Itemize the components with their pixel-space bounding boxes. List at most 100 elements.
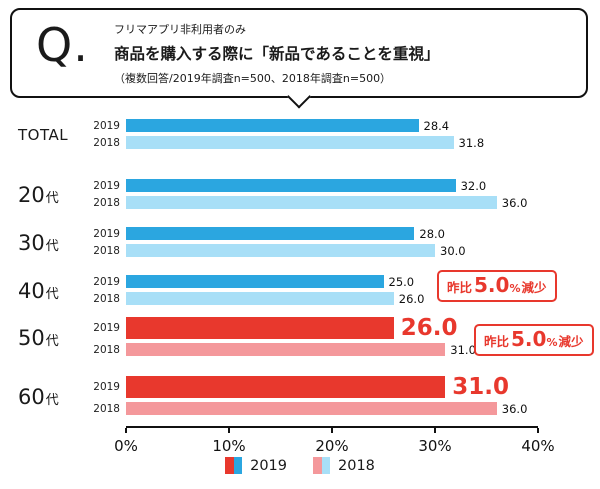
bar-2019-40代	[126, 275, 384, 288]
tick-mark	[125, 428, 127, 433]
bar-track: 36.0	[126, 401, 584, 416]
year-label: 2019	[93, 275, 120, 288]
value-label: 28.0	[419, 226, 445, 241]
bar-2019-60代	[126, 376, 446, 398]
tick-label: 0%	[114, 437, 138, 455]
bar-track: 26.0	[126, 291, 584, 306]
bar-2019-30代	[126, 227, 415, 240]
tick-mark	[537, 428, 539, 433]
bar-2018-40代	[126, 292, 394, 305]
bar-row: 2018 36.0	[90, 195, 584, 210]
annotation-badge-60s: 昨比 5.0 % 減少	[474, 324, 594, 356]
bar-2018-50代	[126, 343, 446, 356]
value-label: 30.0	[440, 243, 466, 258]
badge-suffix: 減少	[521, 280, 547, 295]
bar-row: 2019 28.4	[90, 118, 584, 133]
legend: 2019 2018	[0, 457, 600, 474]
bar-track: 26.0	[126, 315, 584, 341]
year-label: 2018	[93, 244, 120, 257]
category-label: 60代	[18, 384, 59, 409]
badge-value: 5.0	[474, 273, 510, 297]
chart-group-40代: 40代 2019 25.0 2018 26.0	[18, 274, 584, 308]
category-label: 50代	[18, 325, 59, 350]
bar-track: 25.0	[126, 274, 584, 289]
category-label: 30代	[18, 231, 59, 255]
legend-label: 2018	[338, 457, 375, 474]
question-note: （複数回答/2019年調査n=500、2018年調査n=500）	[114, 72, 392, 85]
bar-row: 2018 31.8	[90, 135, 584, 150]
bar-row: 2019 32.0	[90, 178, 584, 193]
badge-prefix: 昨比	[484, 334, 510, 349]
bar-2019-50代	[126, 317, 394, 339]
question-title: 商品を購入する際に「新品であることを重視」	[114, 45, 440, 63]
legend-item-2018: 2018	[313, 457, 375, 474]
bar-row: 2019 31.0	[90, 374, 584, 400]
bar-row: 2018 26.0	[90, 291, 584, 306]
bar-row: 2018 31.0	[90, 342, 584, 357]
bar-chart: TOTAL 2019 28.4 2018 31.8 20代 2019 32.0 2018 36.0…	[18, 118, 584, 460]
bar-row: 2019 25.0	[90, 274, 584, 289]
legend-item-2019: 2019	[225, 457, 287, 474]
bar-track: 28.4	[126, 118, 584, 133]
year-label: 2018	[93, 136, 120, 149]
year-label: 2018	[93, 292, 120, 305]
chart-group-50代: 50代 2019 26.0 2018 31.0	[18, 315, 584, 359]
q-logo: Q.	[36, 18, 89, 72]
chart-group-30代: 30代 2019 28.0 2018 30.0	[18, 226, 584, 260]
value-label: 25.0	[388, 274, 415, 289]
bar-track: 31.0	[126, 342, 584, 357]
tick-label: 30%	[418, 437, 452, 455]
chart-group-60代: 60代 2019 31.0 2018 36.0	[18, 374, 584, 418]
badge-unit: %	[509, 282, 521, 295]
bar-row: 2019 26.0	[90, 315, 584, 341]
value-label: 26.0	[400, 315, 458, 341]
value-label: 31.0	[450, 342, 476, 357]
value-label: 31.0	[452, 374, 510, 400]
bar-track: 32.0	[126, 178, 584, 193]
year-label: 2019	[93, 119, 120, 132]
tick-label: 20%	[315, 437, 349, 455]
bar-2019-TOTAL	[126, 119, 419, 132]
bar-2019-20代	[126, 179, 456, 192]
bar-track: 36.0	[126, 195, 584, 210]
tick-label: 40%	[521, 437, 555, 455]
badge-prefix: 昨比	[447, 280, 473, 295]
chart-group-20代: 20代 2019 32.0 2018 36.0	[18, 178, 584, 212]
year-label: 2019	[93, 179, 120, 192]
legend-swatch	[225, 457, 243, 474]
category-label: 40代	[18, 279, 59, 303]
bar-track: 28.0	[126, 226, 584, 241]
year-label: 2018	[93, 343, 120, 356]
value-label: 31.8	[458, 135, 485, 150]
value-label: 28.4	[423, 118, 450, 133]
year-label: 2018	[93, 196, 120, 209]
bar-track: 31.8	[126, 135, 584, 150]
category-label: 20代	[18, 183, 59, 207]
bubble-notch	[286, 84, 312, 109]
tick-mark	[228, 428, 230, 433]
bar-2018-TOTAL	[126, 136, 454, 149]
year-label: 2019	[93, 322, 120, 334]
bar-track: 31.0	[126, 374, 584, 400]
year-label: 2018	[93, 402, 120, 415]
year-label: 2019	[93, 381, 120, 393]
value-label: 26.0	[398, 291, 425, 306]
tick-mark	[331, 428, 333, 433]
chart-groups: TOTAL 2019 28.4 2018 31.8 20代 2019 32.0 2018 36.0…	[18, 118, 584, 418]
tick-label: 10%	[212, 437, 246, 455]
question-text-block: フリマアプリ非利用者のみ 商品を購入する際に「新品であることを重視」 （複数回答…	[114, 21, 439, 86]
question-bubble: Q. フリマアプリ非利用者のみ 商品を購入する際に「新品であることを重視」 （複…	[10, 8, 588, 109]
bar-row: 2019 28.0	[90, 226, 584, 241]
bar-2018-60代	[126, 402, 497, 415]
x-axis: 0% 10% 20% 30% 40%	[114, 426, 555, 460]
bar-row: 2018 36.0	[90, 401, 584, 416]
bar-2018-20代	[126, 196, 497, 209]
year-label: 2019	[93, 227, 120, 240]
value-label: 32.0	[460, 178, 487, 193]
bar-row: 2018 30.0	[90, 243, 584, 258]
question-eyebrow: フリマアプリ非利用者のみ	[114, 23, 246, 36]
category-label: TOTAL	[18, 126, 69, 144]
bar-2018-30代	[126, 244, 435, 257]
legend-label: 2019	[250, 457, 287, 474]
